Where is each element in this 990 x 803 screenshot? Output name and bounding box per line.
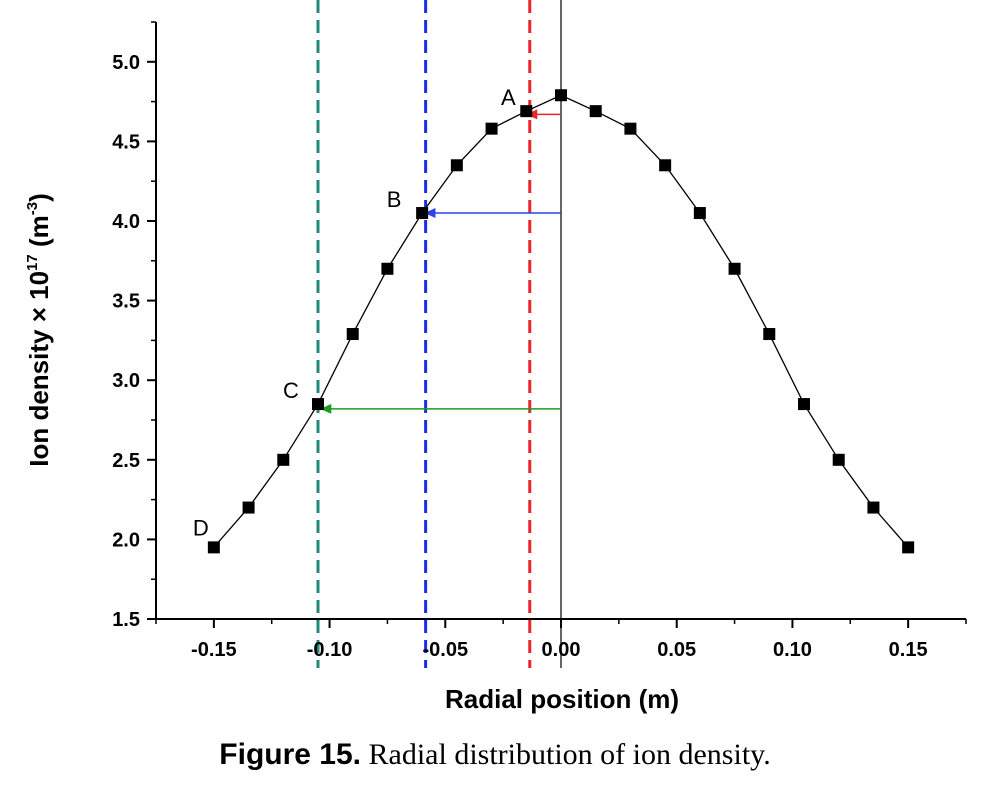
data-point [485, 122, 498, 135]
y-tick-label: 2.5 [112, 450, 140, 472]
x-tick-label: -0.15 [191, 639, 237, 661]
y-axis-ticks: 1.5 2.0 2.5 3.0 3.5 4.0 4.5 5.0 [112, 21, 156, 631]
data-point [312, 398, 324, 411]
data-point [763, 328, 776, 341]
data-point [555, 89, 567, 102]
y-tick-label: 2.0 [112, 529, 140, 551]
y-tick-label: 3.5 [112, 291, 140, 313]
arrow-head [424, 208, 436, 219]
y-tick-label: 3.0 [112, 370, 140, 392]
y-axis-title: Ion density × 1017 (m-3) [24, 193, 54, 467]
y-tick-label: 5.0 [112, 52, 140, 74]
data-point [381, 262, 394, 275]
point-label: C [283, 378, 299, 403]
data-point [902, 541, 915, 554]
data-point [693, 207, 706, 220]
x-tick-label: 0.15 [889, 639, 928, 661]
data-point [346, 328, 359, 341]
y-tick-label: 4.5 [112, 131, 140, 153]
data-point [416, 207, 429, 220]
y-axis-title-exponent: 17 [24, 254, 41, 271]
x-axis-title: Radial position (m) [445, 684, 679, 714]
data-point [520, 105, 533, 118]
x-tick-label: -0.10 [307, 639, 353, 661]
data-point [242, 501, 255, 514]
y-axis-title-unit-close: ) [24, 193, 54, 202]
data-point [277, 453, 290, 466]
data-point [589, 105, 602, 118]
x-axis-ticks: -0.15 -0.10 -0.05 0.00 0.05 0.10 0.15 [155, 619, 967, 661]
caption-text: Radial distribution of ion density. [361, 738, 771, 771]
data-point [207, 541, 220, 554]
ion-density-chart: A B C D -0.15 -0.10 -0.05 0.00 0.05 0.10 0.15 1.5… [24, 0, 967, 714]
x-tick-label: -0.05 [422, 639, 468, 661]
figure-caption: Figure 15. Radial distribution of ion de… [0, 738, 990, 772]
data-point [624, 122, 637, 135]
y-axis-title-unit-exponent: -3 [24, 202, 41, 215]
x-tick-label: 0.00 [542, 639, 581, 661]
y-tick-label: 1.5 [112, 609, 140, 631]
point-label: A [501, 85, 516, 110]
y-axis-title-unit-open: (m [24, 215, 54, 254]
data-point [450, 159, 463, 172]
arrow-head [320, 403, 332, 414]
data-point [832, 453, 845, 466]
x-tick-label: 0.05 [657, 639, 696, 661]
y-tick-label: 4.0 [112, 211, 140, 233]
y-axis-title-main: Ion density × 10 [24, 271, 54, 467]
point-label: D [193, 515, 209, 540]
data-point [728, 262, 741, 275]
caption-label: Figure 15. [219, 738, 362, 771]
plot-area: A B C D [155, 0, 966, 668]
x-tick-label: 0.10 [773, 639, 812, 661]
data-point [659, 159, 672, 172]
data-point [798, 398, 810, 411]
point-label: B [387, 187, 402, 212]
data-point [867, 501, 880, 514]
